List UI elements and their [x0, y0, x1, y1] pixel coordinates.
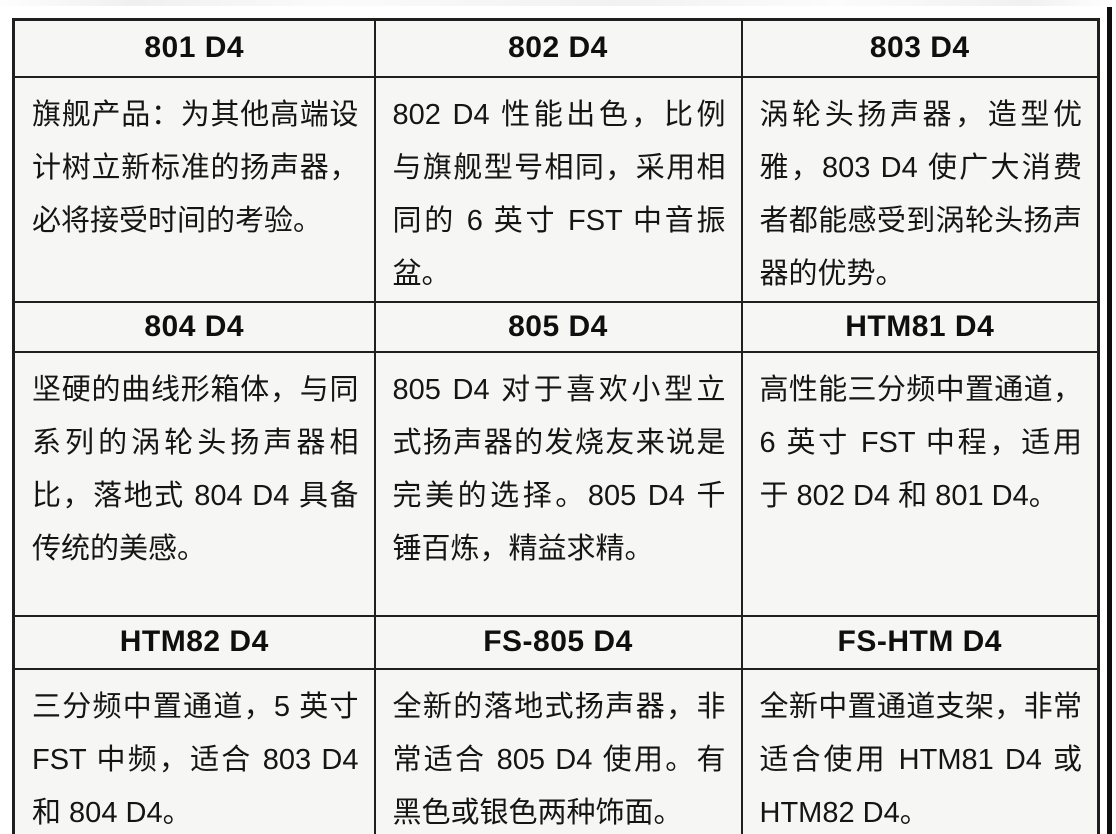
product-description-804-d4: 坚硬的曲线形箱体，与同系列的涡轮头扬声器相比，落地式 804 D4 具备传统的美…	[12, 350, 376, 617]
page-frame-edge-line	[1107, 7, 1112, 834]
product-description-801-d4: 旗舰产品：为其他高端设计树立新标准的扬声器，必将接受时间的考验。	[12, 75, 376, 303]
speaker-comparison-table: 801 D4 802 D4 803 D4 旗舰产品：为其他高端设计树立新标准的扬…	[12, 18, 1100, 834]
product-header-802-d4: 802 D4	[373, 18, 743, 78]
table-row: 旗舰产品：为其他高端设计树立新标准的扬声器，必将接受时间的考验。 802 D4 …	[12, 75, 1100, 303]
product-header-805-d4: 805 D4	[373, 300, 743, 353]
table-row: 三分频中置通道，5 英寸 FST 中频，适合 803 D4 和 804 D4。 …	[12, 667, 1100, 834]
product-description-802-d4: 802 D4 性能出色，比例与旗舰型号相同，采用相同的 6 英寸 FST 中音振…	[373, 75, 743, 303]
table-row: 801 D4 802 D4 803 D4	[12, 18, 1100, 78]
product-header-fs-htm-d4: FS-HTM D4	[740, 614, 1100, 670]
product-header-fs-805-d4: FS-805 D4	[373, 614, 743, 670]
product-header-htm81-d4: HTM81 D4	[740, 300, 1100, 353]
table-row: HTM82 D4 FS-805 D4 FS-HTM D4	[12, 614, 1100, 670]
product-description-htm81-d4: 高性能三分频中置通道，6 英寸 FST 中程，适用于 802 D4 和 801 …	[740, 350, 1100, 617]
product-header-804-d4: 804 D4	[12, 300, 376, 353]
product-description-fs-805-d4: 全新的落地式扬声器，非常适合 805 D4 使用。有黑色或银色两种饰面。	[373, 667, 743, 834]
product-description-805-d4: 805 D4 对于喜欢小型立式扬声器的发烧友来说是完美的选择。805 D4 千锤…	[373, 350, 743, 617]
product-description-803-d4: 涡轮头扬声器，造型优雅，803 D4 使广大消费者都能感受到涡轮头扬声器的优势。	[740, 75, 1100, 303]
product-description-fs-htm-d4: 全新中置通道支架，非常适合使用 HTM81 D4 或 HTM82 D4。	[740, 667, 1100, 834]
table-row: 804 D4 805 D4 HTM81 D4	[12, 300, 1100, 353]
table-row: 坚硬的曲线形箱体，与同系列的涡轮头扬声器相比，落地式 804 D4 具备传统的美…	[12, 350, 1100, 617]
product-header-803-d4: 803 D4	[740, 18, 1100, 78]
product-description-htm82-d4: 三分频中置通道，5 英寸 FST 中频，适合 803 D4 和 804 D4。	[12, 667, 376, 834]
product-header-htm82-d4: HTM82 D4	[12, 614, 376, 670]
product-header-801-d4: 801 D4	[12, 18, 376, 78]
scan-artifact-strip	[0, 0, 1116, 6]
